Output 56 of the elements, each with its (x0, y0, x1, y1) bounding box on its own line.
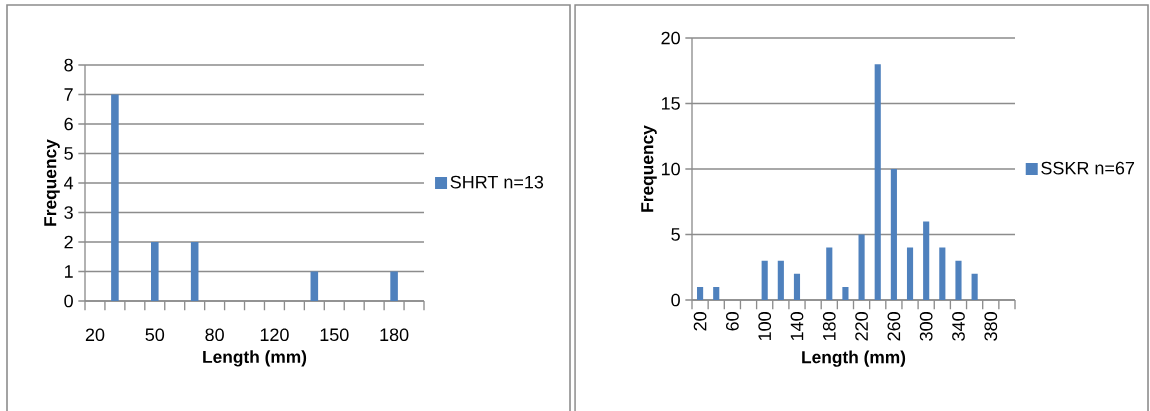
x-tick-label: 80 (205, 328, 224, 342)
bar (874, 64, 881, 300)
y-tick-label: 1 (64, 265, 73, 278)
y-tick-label: 5 (64, 147, 73, 160)
bar (190, 242, 199, 301)
y-tick-label: 15 (661, 97, 680, 110)
x-tick-label: 150 (320, 328, 349, 342)
x-tick-label: 340 (952, 312, 965, 341)
y-tick-label: 5 (671, 228, 680, 241)
legend-label: SHRT n=13 (450, 175, 544, 189)
bar (890, 169, 897, 300)
bar (955, 260, 962, 300)
bar (793, 273, 801, 300)
x-tick-label: 140 (790, 312, 804, 341)
x-tick-label: 260 (887, 312, 901, 341)
bar (971, 273, 978, 300)
y-tick-label: 2 (64, 235, 73, 249)
bar (826, 247, 833, 300)
y-tick-label: 7 (64, 88, 73, 101)
x-tick-label: 20 (693, 312, 707, 331)
x-axis-title: Length (mm) (203, 350, 307, 367)
bar (761, 260, 768, 300)
x-tick-label: 300 (919, 312, 933, 341)
bar (777, 260, 784, 300)
x-tick-label: 180 (380, 328, 409, 342)
bar (906, 247, 914, 300)
x-tick-label: 180 (822, 312, 836, 341)
bar (842, 286, 849, 300)
x-tick-label: 380 (984, 312, 998, 341)
bar (939, 247, 946, 300)
x-tick-label: 20 (85, 328, 105, 342)
y-tick-label: 0 (64, 294, 73, 308)
x-tick-label: 220 (855, 312, 868, 341)
bar (390, 271, 398, 301)
y-axis-title: Frequency (44, 139, 60, 226)
x-tick-label: 50 (145, 328, 165, 342)
x-axis-title: Length (mm) (802, 350, 906, 367)
bar (858, 234, 865, 300)
x-tick-label: 60 (726, 312, 739, 331)
y-tick-label: 0 (671, 293, 680, 307)
x-tick-label: 120 (260, 328, 289, 342)
bar (111, 94, 119, 301)
y-tick-label: 10 (661, 162, 680, 176)
y-axis-title: Frequency (641, 125, 657, 212)
y-tick-label: 6 (64, 117, 73, 131)
bar (923, 221, 930, 300)
bar (713, 286, 720, 300)
bar (310, 271, 319, 301)
y-tick-label: 4 (64, 176, 74, 190)
x-tick-label: 100 (758, 312, 772, 341)
y-tick-label: 8 (64, 58, 73, 72)
legend-label: SSKR n=67 (1041, 161, 1135, 175)
bar (151, 242, 159, 301)
y-tick-label: 20 (661, 31, 680, 45)
y-tick-label: 3 (64, 206, 73, 219)
bar (697, 286, 704, 300)
